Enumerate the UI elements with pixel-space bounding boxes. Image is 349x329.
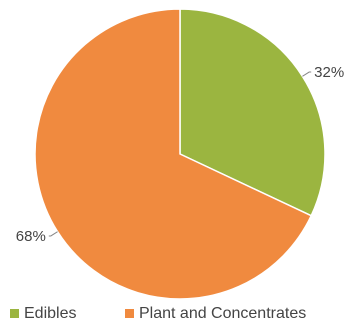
leader-line-1 <box>48 231 58 237</box>
pie-slices <box>34 8 326 300</box>
data-label-edibles: 32% <box>314 64 344 81</box>
legend: Edibles Plant and Concentrates <box>10 305 306 322</box>
data-labels: 32% 68% <box>16 64 344 245</box>
data-label-plant-and-concentrates: 68% <box>16 228 46 245</box>
pie-slice-plant-and-concentrates <box>34 8 313 300</box>
legend-swatch-edibles <box>10 309 19 318</box>
legend-label-edibles: Edibles <box>24 305 76 322</box>
legend-swatch-plant-and-concentrates <box>125 309 134 318</box>
legend-label-plant-and-concentrates: Plant and Concentrates <box>139 305 306 322</box>
leader-line-0 <box>302 71 312 77</box>
